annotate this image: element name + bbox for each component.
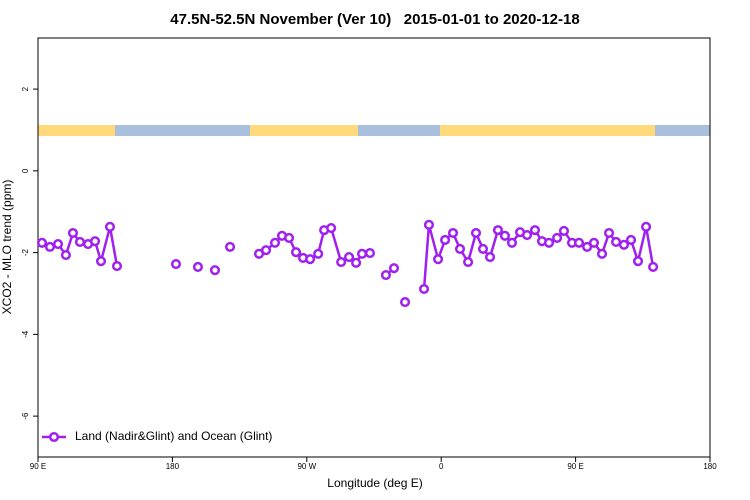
point <box>506 237 518 248</box>
point <box>336 256 347 268</box>
y-tick-label: -4 <box>21 330 30 338</box>
point <box>344 252 355 263</box>
point <box>400 297 411 308</box>
point <box>290 247 302 258</box>
point <box>440 234 451 245</box>
ocean-band <box>358 125 440 136</box>
point <box>60 250 71 261</box>
y-tick-label: -6 <box>21 412 30 420</box>
point <box>44 241 55 252</box>
point <box>52 238 64 250</box>
point <box>89 236 101 247</box>
y-tick-label: 0 <box>21 168 30 173</box>
point <box>351 257 362 268</box>
point <box>326 223 337 234</box>
point <box>209 265 221 276</box>
point <box>618 239 630 250</box>
point <box>418 283 430 295</box>
point <box>283 232 295 243</box>
y-axis-label: XCO2 - MLO trend (ppm) <box>0 180 14 315</box>
point <box>447 227 459 239</box>
point <box>604 227 615 239</box>
point <box>484 252 496 263</box>
point <box>170 259 182 270</box>
point <box>192 261 203 272</box>
point <box>470 227 482 239</box>
point <box>260 245 272 256</box>
point <box>95 256 107 267</box>
point <box>388 263 400 274</box>
legend-marker <box>48 431 60 443</box>
ocean-band <box>115 125 250 136</box>
point <box>632 256 644 267</box>
point <box>499 230 511 241</box>
land-band <box>250 125 358 136</box>
x-tick-label: 90 W <box>297 462 316 471</box>
point <box>224 241 236 252</box>
point <box>36 237 48 248</box>
point <box>67 227 78 239</box>
point <box>357 248 368 259</box>
point <box>573 237 585 248</box>
x-tick-label: 180 <box>166 462 180 471</box>
legend-label: Land (Nadir&Glint) and Ocean (Glint) <box>75 429 272 443</box>
point <box>596 248 608 259</box>
ocean-band <box>655 125 710 136</box>
point <box>313 248 324 259</box>
point <box>463 256 474 268</box>
point <box>111 261 123 272</box>
point <box>433 254 444 265</box>
y-tick-label: 2 <box>21 86 30 91</box>
x-tick-label: 90 E <box>567 462 583 471</box>
land-band <box>38 125 115 136</box>
point <box>625 234 637 245</box>
surface-band <box>38 125 710 136</box>
point <box>454 243 466 254</box>
plot-frame <box>37 37 711 458</box>
land-band <box>440 125 655 136</box>
point <box>552 232 563 243</box>
point <box>380 270 391 281</box>
point <box>522 229 533 241</box>
point <box>305 254 316 265</box>
y-tick-label: -2 <box>21 249 30 257</box>
x-tick-label: 180 <box>703 462 717 471</box>
point <box>648 261 659 272</box>
point <box>582 241 593 252</box>
point <box>588 237 600 248</box>
point <box>492 225 503 236</box>
point <box>641 221 652 232</box>
point <box>364 247 376 259</box>
point <box>529 225 541 236</box>
point <box>543 237 555 248</box>
point <box>477 243 489 254</box>
x-tick-label: 0 <box>439 462 444 471</box>
x-tick-label: 90 E <box>30 462 46 471</box>
chart-title: 47.5N-52.5N November (Ver 10) 2015-01-01… <box>170 11 579 28</box>
point <box>269 237 281 248</box>
point <box>423 219 435 230</box>
point <box>104 221 116 232</box>
point <box>611 236 622 248</box>
point <box>558 225 570 236</box>
point <box>74 236 86 248</box>
x-axis-label: Longitude (deg E) <box>327 476 422 490</box>
